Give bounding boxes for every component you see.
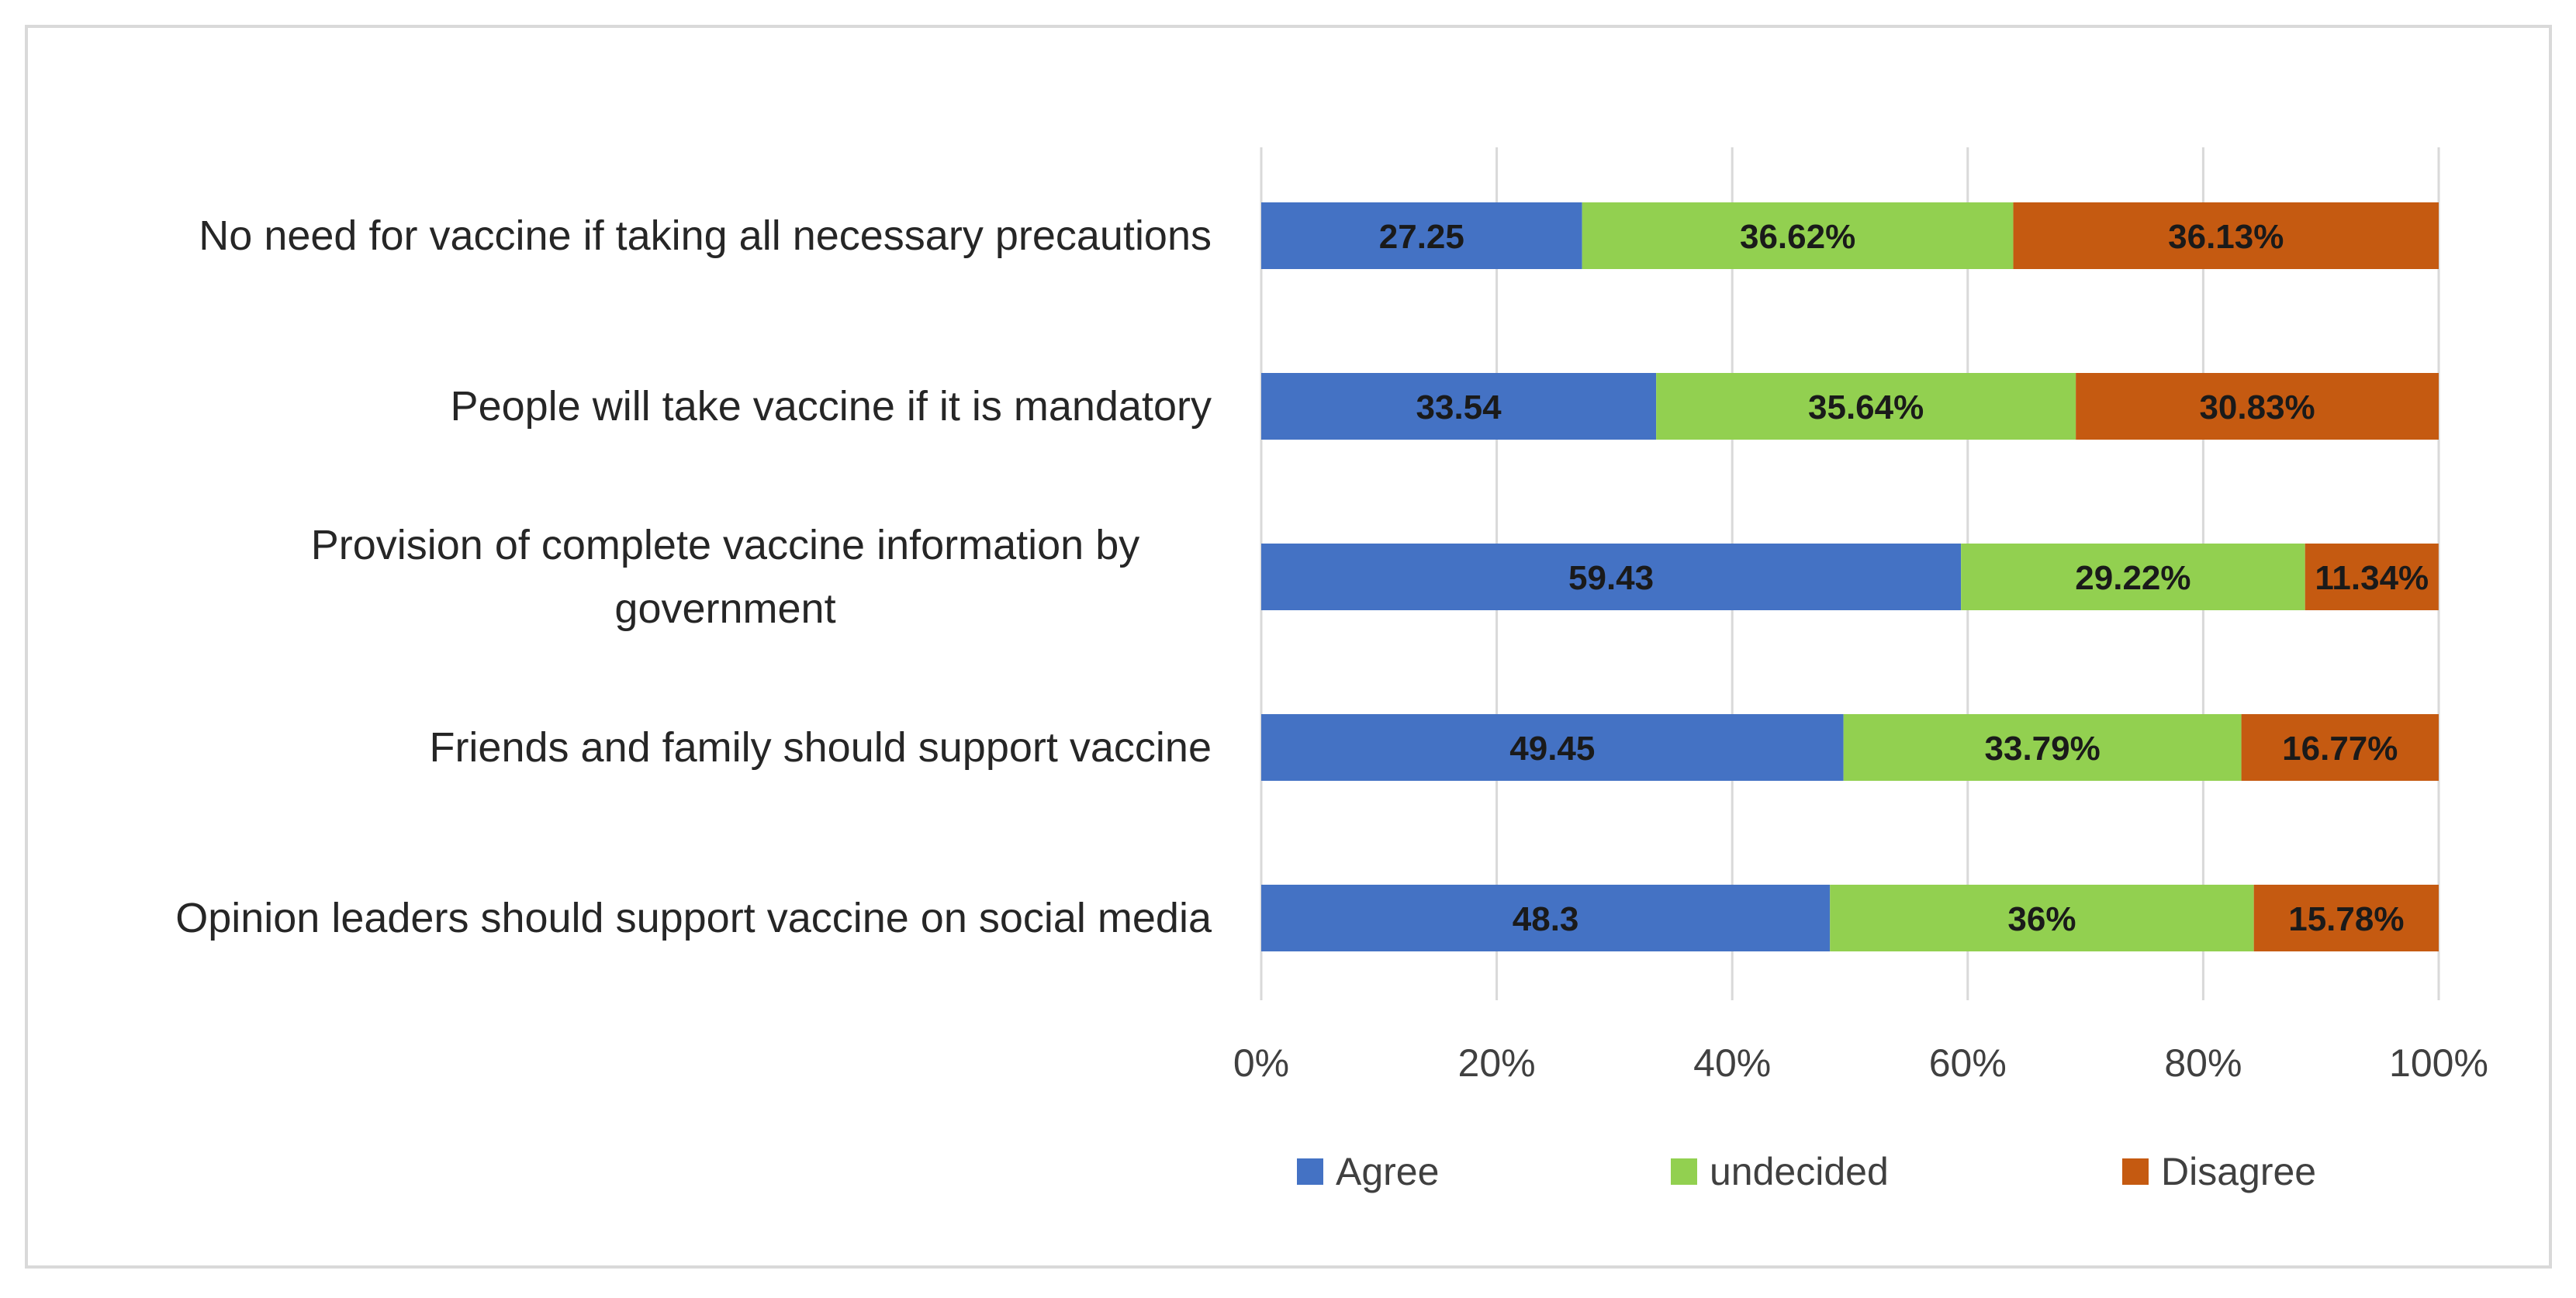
legend-label: undecided bbox=[1710, 1150, 1889, 1193]
category-label: People will take vaccine if it is mandat… bbox=[451, 383, 1212, 430]
data-label: 11.34% bbox=[2315, 559, 2429, 597]
bar-agree bbox=[1261, 373, 1657, 440]
bar-agree bbox=[1261, 885, 1831, 951]
data-label: 35.64% bbox=[1808, 388, 1924, 426]
x-tick-label: 100% bbox=[2389, 1041, 2488, 1085]
bar-disagree bbox=[2241, 714, 2439, 781]
data-label: 33.54 bbox=[1416, 388, 1502, 426]
x-tick-label: 40% bbox=[1693, 1041, 1771, 1085]
bar-disagree bbox=[2076, 373, 2439, 440]
x-tick-label: 20% bbox=[1458, 1041, 1536, 1085]
legend-swatch-undecided bbox=[1671, 1158, 1697, 1185]
bar-agree bbox=[1261, 714, 1844, 781]
x-tick-label: 80% bbox=[2164, 1041, 2242, 1085]
legend-swatch-agree bbox=[1297, 1158, 1323, 1185]
bar-undecided bbox=[1830, 885, 2254, 951]
data-label: 36.62% bbox=[1740, 218, 1855, 256]
data-label: 27.25 bbox=[1379, 218, 1464, 256]
category-label: Provision of complete vaccine informatio… bbox=[311, 522, 1140, 568]
data-label: 49.45 bbox=[1509, 730, 1595, 768]
data-label: 59.43 bbox=[1568, 559, 1654, 597]
bar-disagree bbox=[2013, 202, 2439, 269]
category-label: Friends and family should support vaccin… bbox=[429, 724, 1212, 771]
category-label: No need for vaccine if taking all necess… bbox=[199, 212, 1212, 259]
data-label: 36% bbox=[2007, 900, 2076, 938]
data-label: 33.79% bbox=[1985, 730, 2101, 768]
data-label: 30.83% bbox=[2199, 388, 2315, 426]
bar-undecided bbox=[1582, 202, 2014, 269]
x-tick-label: 60% bbox=[1929, 1041, 2007, 1085]
legend-label: Disagree bbox=[2161, 1150, 2316, 1193]
category-label: government bbox=[614, 585, 835, 632]
bar-disagree bbox=[2305, 544, 2439, 610]
bar-disagree bbox=[2253, 885, 2439, 951]
bar-undecided bbox=[1843, 714, 2242, 781]
bar-agree bbox=[1261, 202, 1582, 269]
legend-label: Agree bbox=[1336, 1150, 1439, 1193]
data-label: 36.13% bbox=[2168, 218, 2284, 256]
bar-undecided bbox=[1656, 373, 2076, 440]
data-label: 15.78% bbox=[2288, 900, 2404, 938]
data-label: 16.77% bbox=[2282, 730, 2398, 768]
data-label: 29.22% bbox=[2075, 559, 2190, 597]
bar-agree bbox=[1261, 544, 1962, 610]
legend-swatch-disagree bbox=[2122, 1158, 2149, 1185]
x-tick-label: 0% bbox=[1233, 1041, 1289, 1085]
bar-undecided bbox=[1961, 544, 2305, 610]
category-label: Opinion leaders should support vaccine o… bbox=[175, 895, 1212, 941]
data-label: 48.3 bbox=[1513, 900, 1579, 938]
